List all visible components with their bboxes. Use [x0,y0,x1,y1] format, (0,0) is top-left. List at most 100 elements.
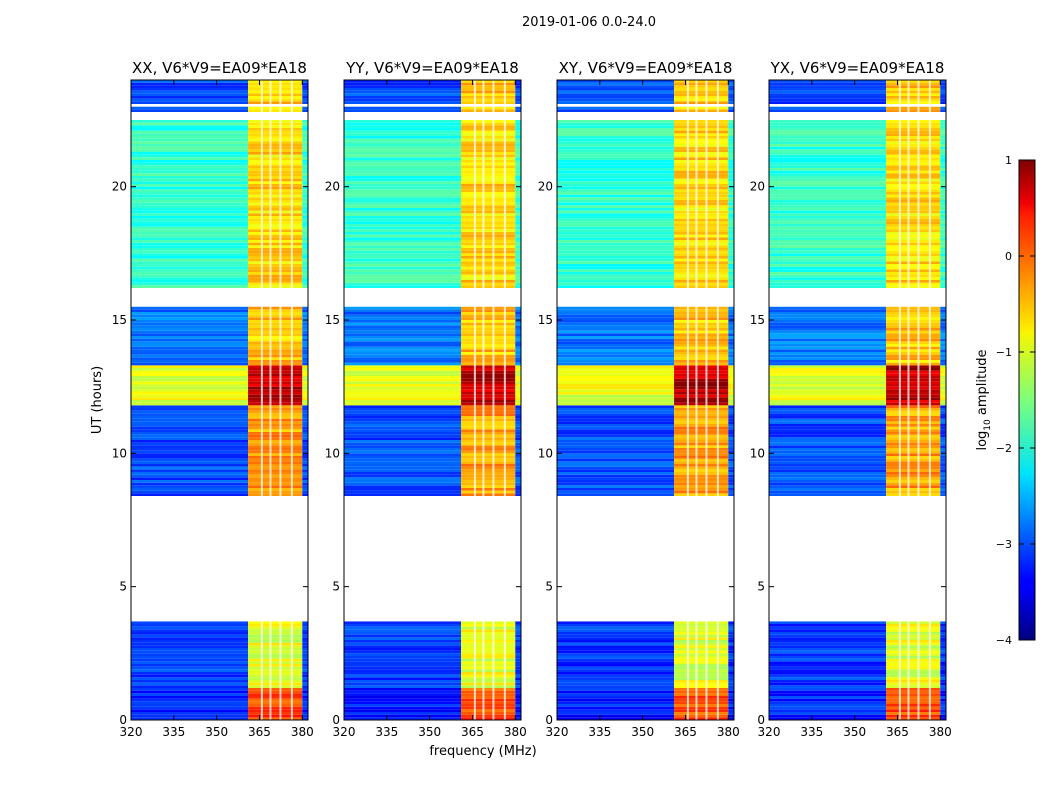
heatmap-cells [344,80,521,720]
heatmap-cell [728,144,734,147]
heatmap-cell [515,309,521,312]
heatmap-cell [769,408,887,411]
heatmap-cell [769,181,887,184]
heatmap-cell [728,669,734,672]
heatmap-cell [131,101,249,104]
heatmap-cell [461,645,516,648]
heatmap-cell [131,677,249,680]
heatmap-cell [515,170,521,174]
heatmap-cell [131,365,249,368]
heatmap-cell [557,216,675,219]
heatmap-cell [940,381,946,384]
heatmap-cell [940,229,946,232]
heatmap-cell [461,405,516,408]
heatmap-cell [728,314,734,318]
heatmap-cell [728,624,734,627]
heatmap-cell [728,346,734,350]
heatmap-cell [940,274,946,278]
heatmap-cell [131,82,249,86]
heatmap-cell [131,341,249,344]
heatmap-cell [674,376,729,379]
heatmap-cell [557,264,675,267]
heatmap-cell [886,162,941,166]
heatmap-cell [344,442,462,446]
x-tick-label: 335 [162,725,185,739]
heatmap-cell [940,106,946,110]
heatmap-cell [769,160,887,163]
heatmap-cell [769,418,887,422]
heatmap-cell [131,493,249,496]
heatmap-cell [674,421,729,424]
heatmap-cell [674,360,729,363]
heatmap-cell [557,693,675,696]
heatmap-cell [131,282,249,286]
heatmap-cell [557,490,675,494]
heatmap-cell [728,488,734,491]
heatmap-cell [344,221,462,224]
heatmap-cell [131,234,249,238]
heatmap-cell [940,474,946,478]
heatmap-cell [302,149,308,152]
heatmap-cell [674,181,729,184]
heatmap-cell [461,250,516,254]
heatmap-cell [886,389,941,392]
heatmap-cell [557,480,675,483]
heatmap-cell [674,461,729,464]
heatmap-cell [769,680,887,683]
heatmap-cell [769,122,887,126]
heatmap-cell [131,328,249,331]
heatmap-cell [515,458,521,462]
heatmap-cell [344,410,462,414]
heatmap-cell [461,493,516,496]
heatmap-cell [515,253,521,256]
heatmap-cell [674,682,729,686]
heatmap-cell [557,704,675,707]
heatmap-cell [886,85,941,88]
heatmap-cell [344,429,462,432]
heatmap-cell [131,122,249,126]
heatmap-cell [940,264,946,267]
heatmap-cell [131,482,249,486]
heatmap-cell [674,96,729,99]
heatmap-cell [461,661,516,664]
heatmap-cell [515,82,521,86]
heatmap-cell [886,141,941,144]
heatmap-cell [302,698,308,702]
heatmap-cell [515,682,521,686]
heatmap-cell [674,656,729,659]
heatmap-cell [886,256,941,259]
heatmap-cell [515,280,521,283]
heatmap-cell [515,392,521,395]
heatmap-cell [302,693,308,696]
heatmap-cell [728,426,734,430]
heatmap-cell [886,392,941,395]
heatmap-cell [461,189,516,192]
heatmap-cell [344,109,462,112]
heatmap-cell [940,650,946,654]
data-gap [131,112,308,120]
heatmap-cell [302,440,308,443]
heatmap-cell [248,322,303,326]
heatmap-cell [302,90,308,94]
panel-title: YX, V6*V9=EA09*EA18 [770,59,945,77]
heatmap-cell [131,237,249,240]
heatmap-cell [940,285,946,288]
channel-gap-stripe [473,80,476,720]
heatmap-cell [515,181,521,184]
heatmap-cell [515,122,521,126]
heatmap-cell [344,472,462,475]
heatmap-cell [131,477,249,480]
heatmap-cell [769,144,887,147]
heatmap-cell [131,453,249,456]
heatmap-cell [461,696,516,699]
heatmap-cell [248,162,303,166]
heatmap-cell [344,642,462,646]
heatmap-cell [940,397,946,400]
heatmap-cell [344,328,462,331]
heatmap-cell [248,309,303,312]
heatmap-cell [515,386,521,390]
heatmap-cell [248,400,303,403]
heatmap-cell [131,333,249,336]
heatmap-cell [886,93,941,96]
heatmap-cell [344,200,462,203]
